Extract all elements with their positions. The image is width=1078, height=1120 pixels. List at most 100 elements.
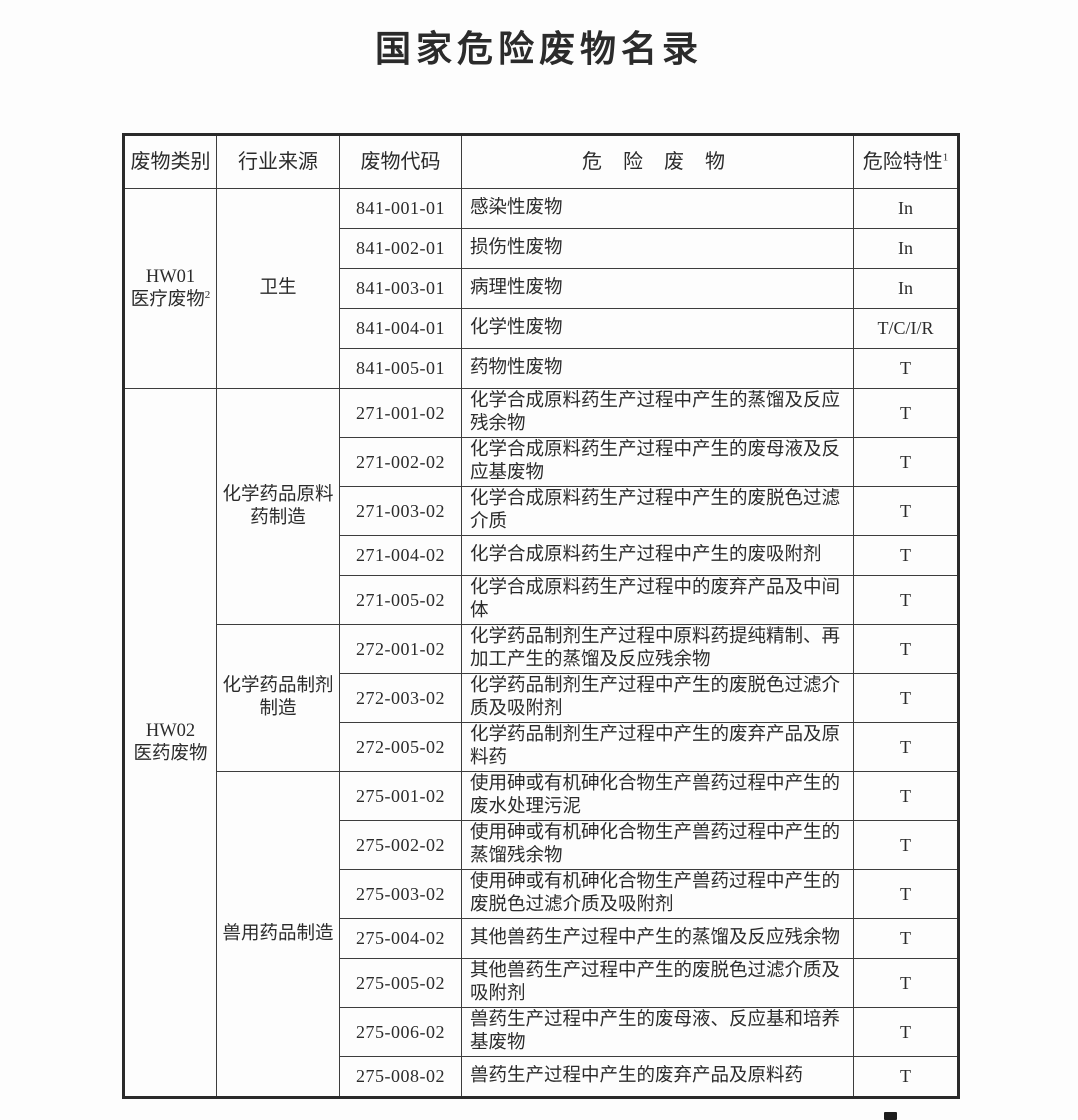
- waste-code-cell: 272-003-02: [339, 673, 462, 723]
- table-row: 841-002-01 损伤性废物 In: [124, 228, 959, 269]
- waste-name-cell: 兽药生产过程中产生的废母液、反应基和培养基废物: [461, 1007, 854, 1057]
- category-cell: HW01 医疗废物2: [123, 188, 217, 389]
- industry-cell: 化学药品制剂制造: [216, 624, 340, 772]
- characteristic-cell: T: [853, 348, 959, 389]
- table-row: 275-005-02 其他兽药生产过程中产生的废脱色过滤介质及吸附剂 T: [124, 958, 959, 1008]
- table-row: 化学药品制剂制造 272-001-02 化学药品制剂生产过程中原料药提纯精制、再加工…: [124, 624, 959, 772]
- characteristic-cell: T: [853, 771, 959, 821]
- table-row: 271-002-02 化学合成原料药生产过程中产生的废母液及反应基废物 T: [124, 437, 959, 487]
- characteristic-cell: T/C/I/R: [853, 308, 959, 349]
- category-footnote: 2: [204, 288, 211, 301]
- table-row: 275-004-02 其他兽药生产过程中产生的蒸馏及反应残余物 T: [124, 918, 959, 959]
- waste-name-cell: 使用砷或有机砷化合物生产兽药过程中产生的蒸馏残余物: [461, 820, 854, 870]
- characteristic-cell: T: [853, 624, 959, 674]
- waste-name-cell: 化学合成原料药生产过程中产生的蒸馏及反应残余物: [461, 388, 854, 438]
- waste-name-cell: 使用砷或有机砷化合物生产兽药过程中产生的废脱色过滤介质及吸附剂: [461, 869, 854, 919]
- waste-code-cell: 275-003-02: [339, 869, 462, 919]
- table-row: 275-006-02 兽药生产过程中产生的废母液、反应基和培养基废物 T: [124, 1007, 959, 1057]
- waste-name-cell: 使用砷或有机砷化合物生产兽药过程中产生的废水处理污泥: [461, 771, 854, 821]
- header-characteristic-label: 危险特性: [862, 150, 943, 173]
- waste-table-body: HW01 医疗废物2 卫生 841-001-01 感染性废物 In 841-002-01 损伤…: [123, 188, 959, 1098]
- header-characteristic: 危险特性1: [853, 134, 959, 189]
- header-waste: 危 险 废 物: [461, 134, 854, 189]
- characteristic-cell: T: [853, 437, 959, 487]
- waste-code-cell: 275-006-02: [339, 1007, 462, 1057]
- waste-code-cell: 271-001-02: [339, 388, 462, 438]
- table-header-row: 废物类别 行业来源 废物代码 危 险 废 物 危险特性1: [123, 134, 959, 189]
- waste-code-cell: 272-001-02: [339, 624, 462, 674]
- waste-code-cell: 272-005-02: [339, 722, 462, 772]
- characteristic-cell: T: [853, 722, 959, 772]
- characteristic-cell: T: [853, 388, 959, 438]
- waste-code-cell: 275-004-02: [339, 918, 462, 959]
- characteristic-cell: T: [853, 869, 959, 919]
- characteristic-cell: T: [853, 1056, 959, 1098]
- characteristic-cell: T: [853, 820, 959, 870]
- page-number-partial-mark: [884, 1112, 897, 1120]
- header-industry: 行业来源: [216, 134, 340, 189]
- page-title: 国家危险废物名录: [374, 29, 703, 69]
- waste-table-container: 废物类别 行业来源 废物代码 危 险 废 物 危险特性1 HW01 医疗废物2 卫生…: [122, 133, 960, 1099]
- waste-name-cell: 损伤性废物: [461, 228, 854, 269]
- table-row: 272-005-02 化学药品制剂生产过程中产生的废弃产品及原料药 T: [124, 722, 959, 772]
- waste-name-cell: 药物性废物: [461, 348, 854, 389]
- waste-code-cell: 271-005-02: [339, 575, 462, 625]
- characteristic-cell: T: [853, 575, 959, 625]
- waste-name-cell: 化学合成原料药生产过程中产生的废吸附剂: [461, 535, 854, 576]
- characteristic-cell: In: [853, 268, 959, 309]
- characteristic-cell: T: [853, 1007, 959, 1057]
- industry-cell: 兽用药品制造: [216, 771, 340, 1098]
- table-row: 275-003-02 使用砷或有机砷化合物生产兽药过程中产生的废脱色过滤介质及吸附…: [124, 869, 959, 919]
- category-name: 医疗废物2: [130, 288, 211, 310]
- characteristic-cell: T: [853, 918, 959, 959]
- characteristic-cell: T: [853, 958, 959, 1008]
- characteristic-cell: T: [853, 673, 959, 723]
- header-characteristic-footnote: 1: [942, 150, 949, 163]
- header-code: 废物代码: [339, 134, 462, 189]
- waste-name-cell: 其他兽药生产过程中产生的废脱色过滤介质及吸附剂: [461, 958, 854, 1008]
- category-code: HW02: [145, 720, 196, 741]
- waste-code-cell: 271-002-02: [339, 437, 462, 487]
- waste-name-cell: 兽药生产过程中产生的废弃产品及原料药: [461, 1056, 854, 1098]
- table-row: 271-004-02 化学合成原料药生产过程中产生的废吸附剂 T: [124, 535, 959, 576]
- category-code: HW01: [145, 266, 196, 287]
- waste-code-cell: 275-005-02: [339, 958, 462, 1008]
- waste-code-cell: 271-003-02: [339, 486, 462, 536]
- table-row: 275-008-02 兽药生产过程中产生的废弃产品及原料药 T: [124, 1056, 959, 1098]
- industry-cell: 卫生: [216, 188, 340, 389]
- table-row: 841-004-01 化学性废物 T/C/I/R: [124, 308, 959, 349]
- waste-name-cell: 感染性废物: [461, 188, 854, 229]
- waste-name-cell: 化学性废物: [461, 308, 854, 349]
- table-row: 271-003-02 化学合成原料药生产过程中产生的废脱色过滤介质 T: [124, 486, 959, 536]
- waste-name-cell: 化学合成原料药生产过程中的废弃产品及中间体: [461, 575, 854, 625]
- waste-name-cell: 化学药品制剂生产过程中产生的废脱色过滤介质及吸附剂: [461, 673, 854, 723]
- table-row: 271-005-02 化学合成原料药生产过程中的废弃产品及中间体 T: [124, 575, 959, 625]
- waste-code-cell: 275-008-02: [339, 1056, 462, 1098]
- industry-cell: 化学药品原料药制造: [216, 388, 340, 625]
- table-row: 841-005-01 药物性废物 T: [124, 348, 959, 389]
- waste-name-cell: 病理性废物: [461, 268, 854, 309]
- header-category: 废物类别: [123, 134, 217, 189]
- waste-table: 废物类别 行业来源 废物代码 危 险 废 物 危险特性1 HW01 医疗废物2 卫生…: [122, 133, 960, 1099]
- waste-name-cell: 化学药品制剂生产过程中产生的废弃产品及原料药: [461, 722, 854, 772]
- waste-code-cell: 275-002-02: [339, 820, 462, 870]
- table-row: 841-003-01 病理性废物 In: [124, 268, 959, 309]
- waste-code-cell: 271-004-02: [339, 535, 462, 576]
- waste-name-cell: 化学合成原料药生产过程中产生的废母液及反应基废物: [461, 437, 854, 487]
- waste-code-cell: 841-003-01: [339, 268, 462, 309]
- category-cell: HW02 医药废物: [123, 388, 217, 1098]
- characteristic-cell: In: [853, 188, 959, 229]
- table-row: 兽用药品制造 275-001-02 使用砷或有机砷化合物生产兽药过程中产生的废水处理…: [124, 771, 959, 1098]
- waste-name-cell: 其他兽药生产过程中产生的蒸馏及反应残余物: [461, 918, 854, 959]
- waste-code-cell: 841-005-01: [339, 348, 462, 389]
- waste-name-cell: 化学药品制剂生产过程中原料药提纯精制、再加工产生的蒸馏及反应残余物: [461, 624, 854, 674]
- table-row: HW02 医药废物 化学药品原料药制造 271-001-02 化学合成原料药生产过程中产…: [123, 388, 959, 1098]
- waste-code-cell: 275-001-02: [339, 771, 462, 821]
- waste-code-cell: 841-001-01: [339, 188, 462, 229]
- category-name: 医药废物: [133, 743, 208, 764]
- waste-code-cell: 841-002-01: [339, 228, 462, 269]
- waste-code-cell: 841-004-01: [339, 308, 462, 349]
- table-row: HW01 医疗废物2 卫生 841-001-01 感染性废物 In: [123, 188, 959, 389]
- characteristic-cell: In: [853, 228, 959, 269]
